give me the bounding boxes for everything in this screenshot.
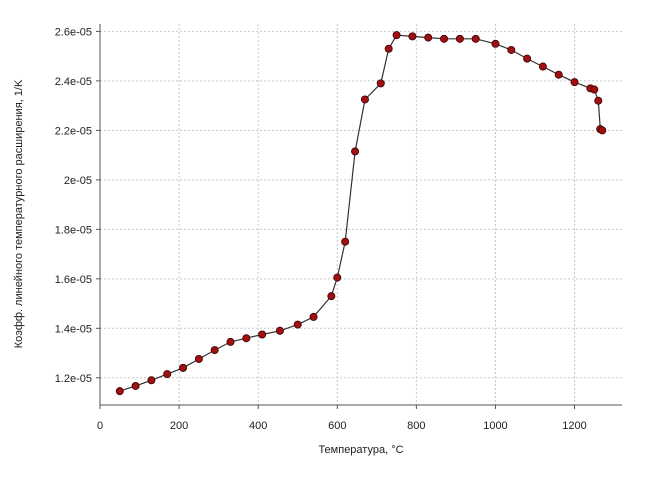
data-point <box>275 326 284 335</box>
data-point <box>115 387 124 396</box>
data-point <box>258 330 267 339</box>
data-point <box>351 147 360 156</box>
y-tick-label: 1.8e-05 <box>55 224 92 236</box>
data-point <box>392 31 401 40</box>
axes <box>99 24 622 406</box>
data-point <box>507 45 516 54</box>
data-point <box>491 39 500 48</box>
data-point <box>471 34 480 43</box>
data-point <box>554 70 563 79</box>
data-point <box>590 85 599 94</box>
data-point <box>440 34 449 43</box>
x-tick-label: 200 <box>170 420 188 432</box>
data-point <box>384 44 393 53</box>
data-series <box>115 31 607 396</box>
series-line <box>119 34 603 392</box>
data-point <box>408 32 417 41</box>
data-point <box>179 363 188 372</box>
data-point <box>594 96 603 105</box>
data-point <box>523 54 532 63</box>
data-point <box>341 237 350 246</box>
data-point <box>327 292 336 301</box>
data-point <box>360 95 369 104</box>
x-tick-label: 600 <box>328 420 346 432</box>
y-tick-label: 1.6e-05 <box>55 274 92 286</box>
data-point <box>598 126 607 135</box>
x-tick-label: 400 <box>249 420 267 432</box>
data-point <box>333 273 342 282</box>
y-axis-label: Коэфф. линейного температурного расширен… <box>13 79 25 348</box>
data-point <box>163 370 172 379</box>
data-point <box>147 376 156 385</box>
data-point <box>424 33 433 42</box>
data-point <box>242 334 251 343</box>
y-tick-label: 1.4e-05 <box>55 323 92 335</box>
y-tick-label: 1.2e-05 <box>55 373 92 385</box>
grid-lines <box>99 24 622 405</box>
x-tick-label: 0 <box>97 420 103 432</box>
y-tick-label: 2e-05 <box>64 175 92 187</box>
x-axis-label: Температура, °C <box>318 444 403 456</box>
data-point <box>538 62 547 71</box>
data-point <box>293 320 302 329</box>
y-tick-label: 2.6e-05 <box>55 26 92 38</box>
data-point <box>455 34 464 43</box>
data-point <box>194 354 203 363</box>
y-tick-label: 2.4e-05 <box>55 76 92 88</box>
data-point <box>376 79 385 88</box>
y-tick-label: 2.2e-05 <box>55 125 92 137</box>
data-point <box>210 346 219 355</box>
x-tick-label: 800 <box>407 420 425 432</box>
x-tick-label: 1000 <box>483 420 507 432</box>
tick-labels: 0 200 400 600 800 1000 1200 1.2e-05 1.4e-05 1.6e-… <box>55 26 587 432</box>
x-tick-label: 1200 <box>562 420 586 432</box>
data-point <box>226 337 235 346</box>
data-point <box>131 381 140 390</box>
data-point <box>570 78 579 87</box>
data-point <box>309 312 318 321</box>
